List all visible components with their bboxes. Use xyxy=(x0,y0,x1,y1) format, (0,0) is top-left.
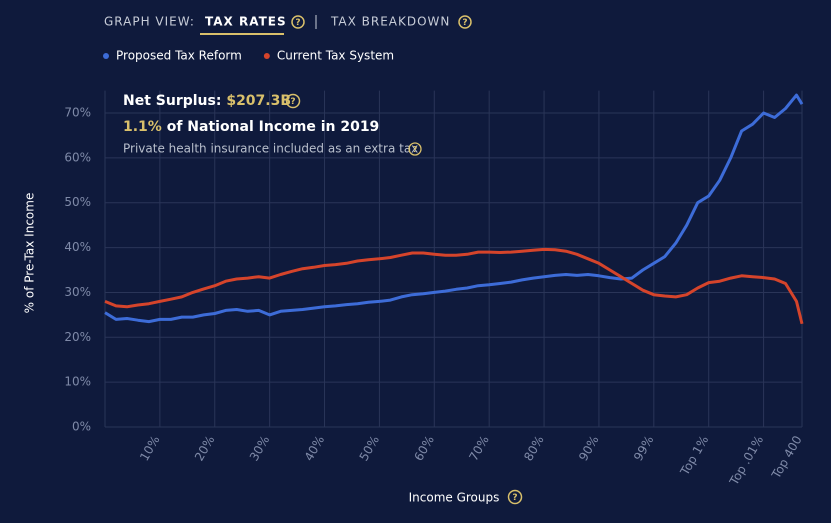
y-tick-label: 50% xyxy=(64,195,91,209)
x-tick-label: Top .01% xyxy=(726,433,766,488)
y-tick-label: 60% xyxy=(64,150,91,164)
tab[interactable]: TAX BREAKDOWN xyxy=(330,15,450,29)
x-tick-label: Top 400 xyxy=(769,433,805,482)
legend-swatch xyxy=(263,53,270,59)
x-tick-label: 50% xyxy=(357,433,382,463)
x-tick-label: 40% xyxy=(302,433,327,463)
x-tick-label: Top 1% xyxy=(677,433,711,478)
x-tick-label: 20% xyxy=(192,433,217,463)
legend-label: Current Tax System xyxy=(277,49,394,63)
svg-text:?: ? xyxy=(413,145,418,154)
annotation-note: Private health insurance included as an … xyxy=(123,142,418,156)
share: 1.1% xyxy=(123,119,162,135)
legend-swatch xyxy=(103,53,109,59)
annotation: Net Surplus: $207.3B ? 1.1% of National … xyxy=(123,93,422,156)
share-text: of National Income in 2019 xyxy=(167,119,380,135)
series-line xyxy=(104,247,804,325)
legend: Proposed Tax Reform Current Tax System xyxy=(103,49,394,63)
x-tick-label: 30% xyxy=(247,433,272,463)
help-icon[interactable]: ? xyxy=(408,142,422,156)
annotation-share: 1.1% of National Income in 2019 xyxy=(123,119,379,135)
help-icon[interactable]: ? xyxy=(458,15,472,29)
y-tick-label: 30% xyxy=(64,285,91,299)
help-icon[interactable]: ? xyxy=(507,489,523,505)
y-tick-label: 20% xyxy=(64,330,91,344)
svg-text:?: ? xyxy=(290,97,295,107)
x-tick-label: 80% xyxy=(521,433,546,463)
x-tick-label: 70% xyxy=(466,433,491,463)
x-axis-label: Income Groups xyxy=(409,491,500,505)
series-line xyxy=(104,93,804,324)
help-icon[interactable]: ? xyxy=(291,15,305,29)
view-label: GRAPH VIEW: xyxy=(104,15,195,29)
help-icon[interactable]: ? xyxy=(285,93,301,109)
y-tick-label: 0% xyxy=(72,420,91,434)
y-tick-label: 40% xyxy=(64,240,91,254)
x-tick-label: 60% xyxy=(411,433,436,463)
tab[interactable]: TAX RATES xyxy=(205,15,287,29)
y-tick-label: 10% xyxy=(64,375,91,389)
x-tick-label: 99% xyxy=(631,433,656,463)
y-axis-label: % of Pre-Tax Income xyxy=(23,193,37,314)
x-tick-label: 10% xyxy=(137,433,162,463)
legend-label: Proposed Tax Reform xyxy=(116,49,242,63)
svg-text:?: ? xyxy=(512,493,517,503)
label: Net Surplus: xyxy=(123,93,221,109)
svg-text:?: ? xyxy=(295,18,300,28)
svg-text:?: ? xyxy=(462,18,467,28)
value: $207.3B xyxy=(226,93,291,109)
y-tick-label: 70% xyxy=(64,106,91,120)
x-tick-label: 90% xyxy=(576,433,601,463)
annotation-label: Net Surplus: $207.3B xyxy=(123,93,291,109)
